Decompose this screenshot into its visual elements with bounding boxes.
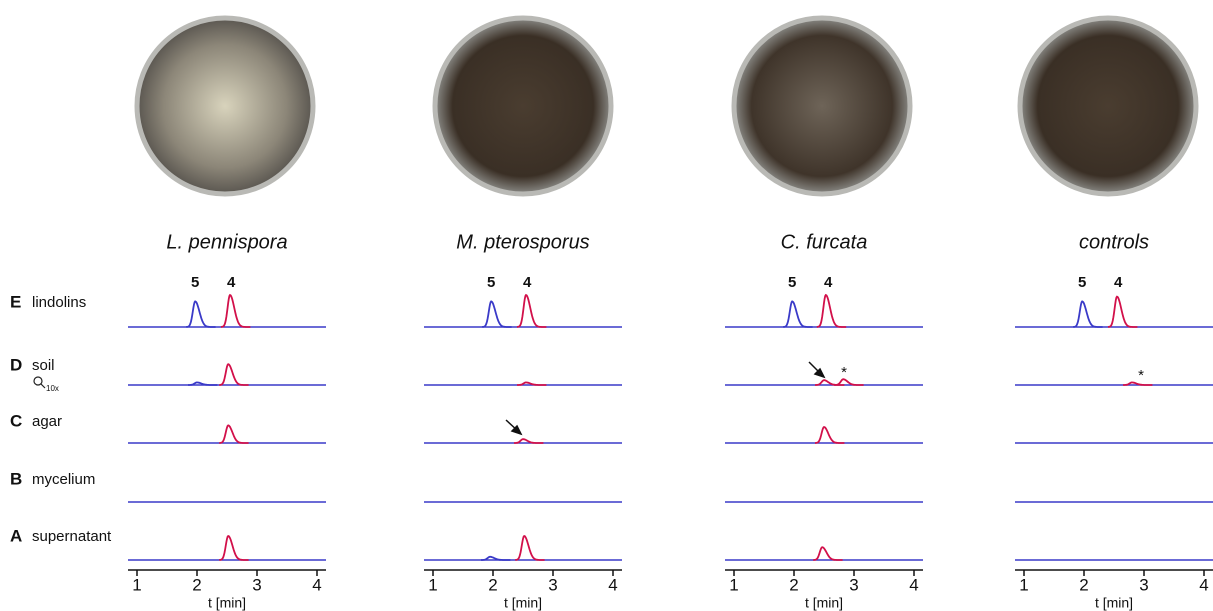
- peak-label: 5: [788, 274, 796, 291]
- row-name: lindolins: [32, 294, 86, 311]
- peak: [813, 547, 842, 560]
- panel-title: L. pennispora: [166, 231, 287, 253]
- x-tick-label: 2: [192, 575, 201, 594]
- photos: [137, 18, 1196, 194]
- x-tick-label: 2: [488, 575, 497, 594]
- x-axis-label: t [min]: [1095, 595, 1133, 611]
- x-tick-label: 4: [608, 575, 617, 594]
- row-letter: A: [10, 526, 22, 545]
- magnifier-icon: [34, 377, 45, 388]
- peak: [817, 295, 846, 327]
- row-name: soil: [32, 357, 55, 374]
- peak-label: 4: [1114, 274, 1123, 291]
- x-tick-label: 1: [428, 575, 437, 594]
- x-tick-label: 2: [789, 575, 798, 594]
- peak: [783, 301, 812, 327]
- peak: [1073, 301, 1102, 327]
- x-tick-label: 3: [252, 575, 261, 594]
- peak: [517, 382, 546, 385]
- peak: [514, 439, 543, 443]
- x-tick-label: 1: [729, 575, 738, 594]
- peak-label: 4: [227, 274, 236, 291]
- row-letter: C: [10, 411, 22, 430]
- row-name: mycelium: [32, 471, 95, 488]
- peak-label: 5: [191, 274, 199, 291]
- x-tick-label: 1: [132, 575, 141, 594]
- figure: * * Elindolins Dsoil 10x Cagar Bmycelium Asup…: [0, 0, 1213, 611]
- peak: [1108, 297, 1137, 327]
- petri-dish-photo: [1020, 18, 1196, 194]
- peak-label: 4: [523, 274, 532, 291]
- row-name: supernatant: [32, 528, 112, 545]
- panel-title: controls: [1079, 231, 1149, 253]
- petri-dish-photo: [435, 18, 611, 194]
- peak: [481, 557, 510, 560]
- peak: [815, 427, 844, 443]
- peak: [219, 425, 248, 443]
- panel-title: M. pterosporus: [456, 231, 589, 253]
- peak: [517, 295, 546, 327]
- peak: [188, 382, 217, 385]
- magnification-note: 10x: [46, 384, 59, 393]
- peak: [186, 301, 215, 327]
- peak-label: 5: [1078, 274, 1086, 291]
- row-letter: D: [10, 355, 22, 374]
- peak: [219, 364, 248, 385]
- x-tick-label: 3: [1139, 575, 1148, 594]
- x-tick-label: 2: [1079, 575, 1088, 594]
- asterisk: *: [841, 364, 847, 381]
- asterisk: *: [1138, 367, 1144, 384]
- row-letter: E: [10, 292, 21, 311]
- x-tick-label: 4: [1199, 575, 1208, 594]
- petri-dish-photo: [137, 18, 313, 194]
- arrows: [506, 362, 824, 434]
- peak-label: 4: [824, 274, 833, 291]
- peak: [515, 536, 544, 560]
- x-axis-label: t [min]: [805, 595, 843, 611]
- x-tick-label: 4: [909, 575, 918, 594]
- peak-label: 5: [487, 274, 495, 291]
- petri-dish-photo: [734, 18, 910, 194]
- peak: [834, 379, 863, 385]
- row-name: agar: [32, 413, 62, 430]
- x-axis-label: t [min]: [504, 595, 542, 611]
- x-tick-label: 3: [548, 575, 557, 594]
- x-tick-label: 1: [1019, 575, 1028, 594]
- x-tick-label: 4: [312, 575, 321, 594]
- peak: [221, 295, 250, 327]
- panel-title: C. furcata: [781, 231, 868, 253]
- row-letter: B: [10, 469, 22, 488]
- peak: [219, 536, 248, 560]
- peak: [482, 301, 511, 327]
- x-axis-label: t [min]: [208, 595, 246, 611]
- x-tick-label: 3: [849, 575, 858, 594]
